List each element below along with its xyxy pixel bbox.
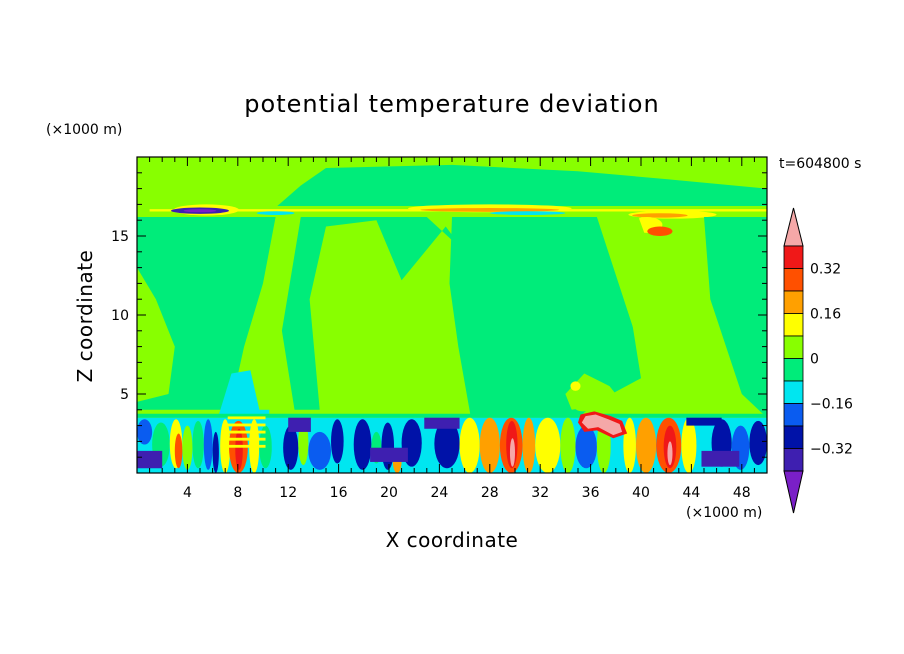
y-axis-title: Z coordinate	[73, 250, 97, 383]
colorbar-swatch	[783, 380, 804, 404]
colorbar-swatch	[783, 403, 804, 427]
x-tick-label: 16	[330, 485, 348, 501]
colorbar: −0.32 −0.16 0 0.16 0.32	[783, 207, 853, 514]
colorbar-swatch	[783, 245, 804, 269]
x-tick-label: 12	[279, 485, 297, 501]
y-axis: 5 10 15	[111, 172, 767, 458]
x-tick-label: 4	[183, 485, 192, 501]
colorbar-swatch	[783, 425, 804, 449]
x-tick-label: 24	[430, 485, 448, 501]
colorbar-tick-label: −0.16	[810, 397, 853, 413]
y-tick-label: 15	[111, 229, 129, 245]
x-tick-label: 8	[233, 485, 242, 501]
colorbar-swatch	[783, 268, 804, 292]
chart-title: potential temperature deviation	[244, 90, 659, 118]
colorbar-tick-label: −0.32	[810, 442, 853, 458]
colorbar-swatch	[783, 313, 804, 337]
heatmap-field	[137, 157, 767, 473]
colorbar-tick-label: 0.16	[810, 307, 841, 323]
colorbar-swatch	[783, 290, 804, 314]
y-tick-label: 5	[120, 387, 129, 403]
x-tick-label: 44	[682, 485, 700, 501]
x-tick-label: 36	[582, 485, 600, 501]
colorbar-swatch	[783, 448, 804, 472]
colorbar-tick-label: 0.32	[810, 262, 841, 278]
x-axis: 4 8 12 16 20 24 28 32 36 40 44 48	[149, 157, 755, 501]
x-tick-label: 48	[733, 485, 751, 501]
time-label: t=604800 s	[779, 156, 861, 172]
colorbar-swatch	[783, 358, 804, 382]
x-tick-label: 20	[380, 485, 398, 501]
z-unit-label: (×1000 m)	[46, 122, 122, 138]
x-unit-label: (×1000 m)	[686, 505, 762, 521]
x-axis-title: X coordinate	[386, 528, 519, 552]
colorbar-tick-label: 0	[810, 352, 819, 368]
x-tick-label: 28	[481, 485, 499, 501]
colorbar-extend-top	[783, 207, 804, 247]
x-tick-label: 32	[531, 485, 549, 501]
colorbar-extend-bottom	[783, 470, 804, 514]
y-tick-label: 10	[111, 308, 129, 324]
colorbar-swatch	[783, 335, 804, 359]
x-tick-label: 40	[632, 485, 650, 501]
